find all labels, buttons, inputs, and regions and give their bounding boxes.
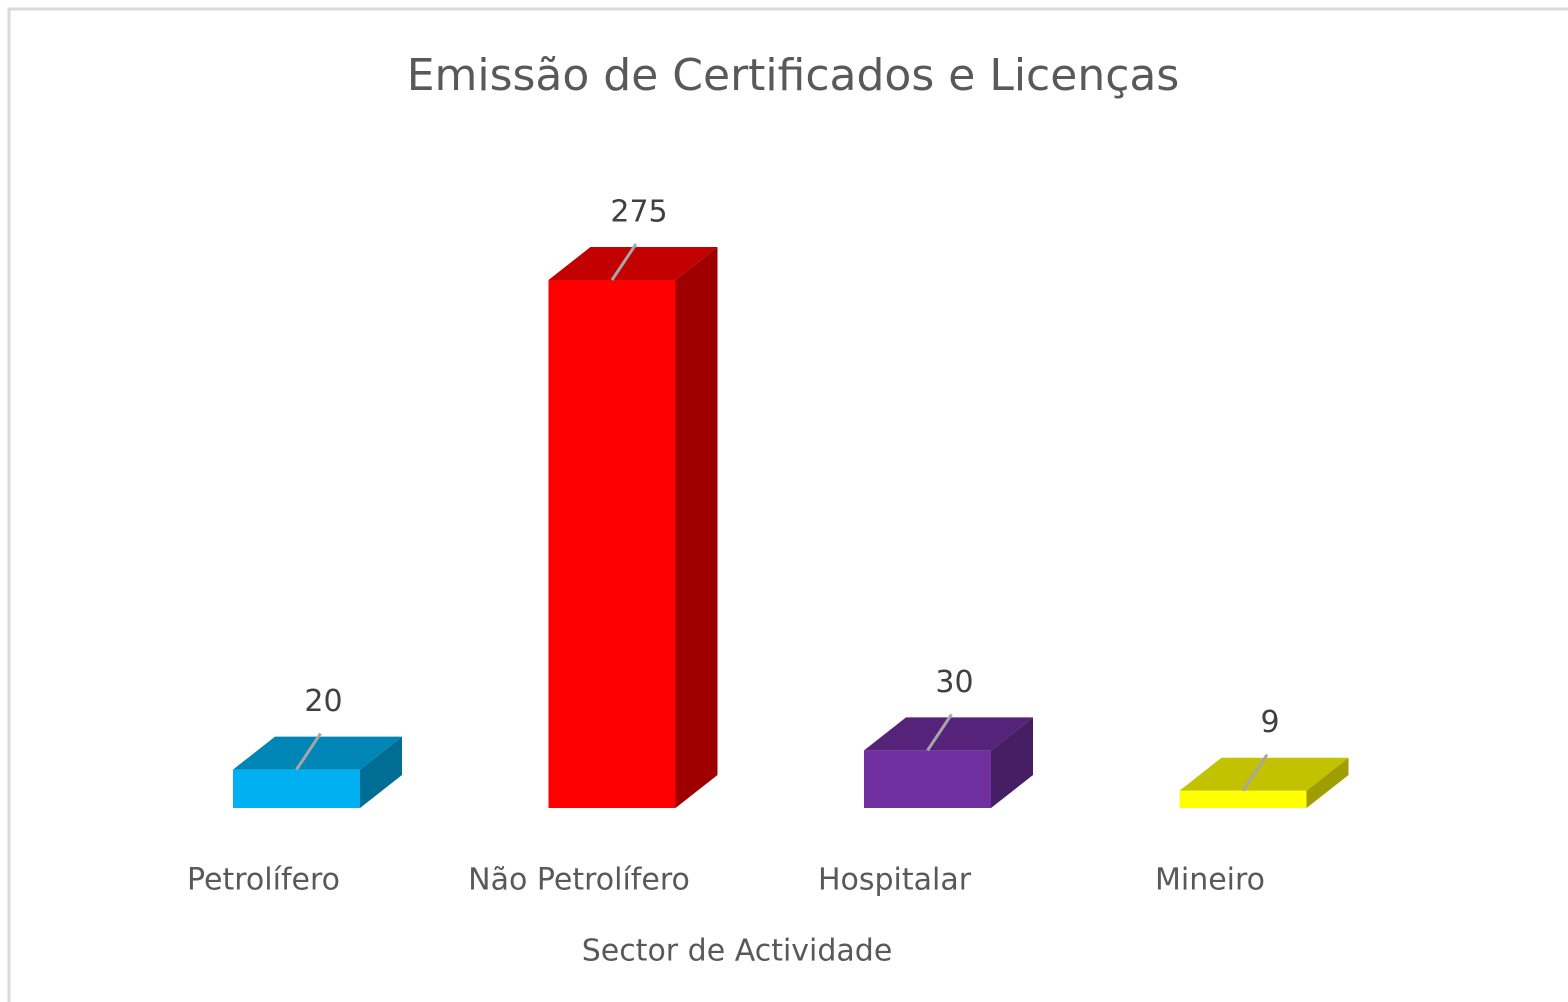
leader-line — [926, 713, 953, 752]
bar — [548, 280, 676, 808]
leader-line — [610, 243, 638, 281]
bar-top — [1179, 757, 1349, 791]
x-tick-label: Mineiro — [1155, 863, 1265, 898]
x-tick-label: Hospitalar — [818, 863, 972, 898]
bar — [233, 769, 360, 808]
chart-frame — [7, 7, 1568, 1002]
bar-side — [675, 247, 718, 808]
leader-line — [1241, 753, 1269, 792]
chart-title: Emissão de Certificados e Licenças — [407, 50, 1180, 101]
leader-line — [295, 732, 322, 771]
bar-top — [864, 717, 1033, 751]
x-tick-label: Não Petrolífero — [468, 863, 690, 898]
bar — [1179, 790, 1307, 808]
data-label: 30 — [935, 665, 973, 700]
bar — [864, 750, 991, 808]
x-axis-title: Sector de Actividade — [582, 934, 893, 969]
bar-side — [1306, 757, 1349, 808]
bar-top — [548, 247, 718, 280]
x-tick-label: Petrolífero — [187, 863, 340, 898]
data-label: 9 — [1260, 705, 1279, 740]
data-label: 275 — [610, 195, 667, 230]
bar-side — [360, 736, 402, 808]
bar-top — [233, 736, 402, 770]
data-label: 20 — [304, 684, 342, 719]
bar-side — [991, 717, 1033, 808]
